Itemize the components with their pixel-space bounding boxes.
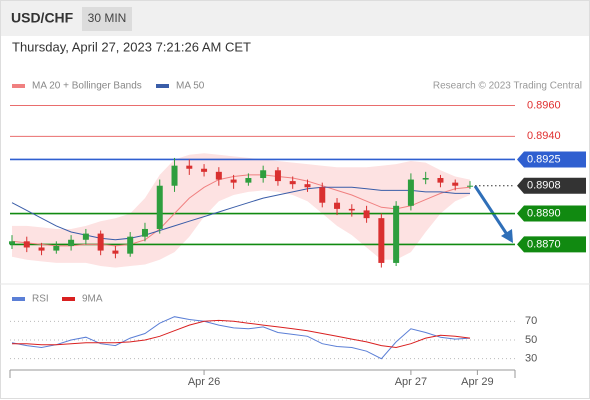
level-box [517,151,586,168]
legend-label: RSI [32,294,49,305]
timeframe-box [82,7,132,31]
level-label: 0.8960 [527,99,561,111]
candle-body [304,184,311,188]
candle-body [437,178,444,183]
x-tick-label: Apr 27 [395,376,427,388]
candle-body [186,165,193,169]
legend-label: MA 50 [176,81,205,92]
candle-body [38,247,45,251]
candle-body [334,202,341,209]
candle-body [467,185,473,187]
candle-body [260,170,267,179]
x-tick-label: Apr 26 [188,376,220,388]
candle-body [319,187,326,203]
candle-body [201,168,208,172]
candle-body [393,205,400,263]
candle-body [23,241,30,248]
level-label: 0.8925 [527,153,561,165]
forecast-arrow-head [501,229,513,243]
candle-body [378,218,385,263]
legend-swatch [12,84,25,88]
candle-body [274,170,281,182]
legend-label: MA 20 + Bollinger Bands [32,81,142,92]
candle-body [348,208,355,211]
candle-body [363,210,370,219]
candle-body [112,250,119,254]
candle-body [452,182,459,186]
candle-body [245,178,252,183]
candle-body [156,185,163,229]
candle-body [9,241,15,245]
symbol: USD/CHF [11,10,74,26]
bollinger-band [12,153,470,268]
level-label: 0.8890 [527,207,561,219]
x-tick-label: Apr 29 [461,376,493,388]
candle-body [215,171,222,180]
indicator-line [12,319,471,349]
timestamp: Thursday, April 27, 2023 7:21:26 AM CET [12,39,251,54]
level-label: 0.8908 [527,180,561,192]
candle-body [171,165,178,186]
candle-body [422,178,429,180]
candle-body [127,236,134,254]
legend-swatch [156,84,169,88]
candle-body [53,245,60,251]
indicator-line [11,316,471,360]
candle-body [289,181,296,185]
candle-body [141,228,148,237]
y-tick-label: 50 [525,334,537,346]
candle-body [82,233,89,240]
timeframe: 30 MIN [88,11,127,25]
level-label: 0.8940 [527,130,561,142]
y-tick-label: 30 [525,353,537,365]
candle-body [407,179,414,206]
candle-body [97,233,104,251]
level-box [517,177,586,194]
candle-body [68,239,75,246]
legend-label: 9MA [82,294,103,305]
level-label: 0.8870 [527,238,561,250]
y-tick-label: 70 [525,315,537,327]
legend-swatch [62,297,75,301]
source: Research © 2023 Trading Central [433,81,582,92]
level-box [517,205,586,222]
legend-swatch [12,297,25,301]
forecast-arrow [473,185,510,237]
level-box [517,236,586,253]
candle-body [230,179,237,183]
